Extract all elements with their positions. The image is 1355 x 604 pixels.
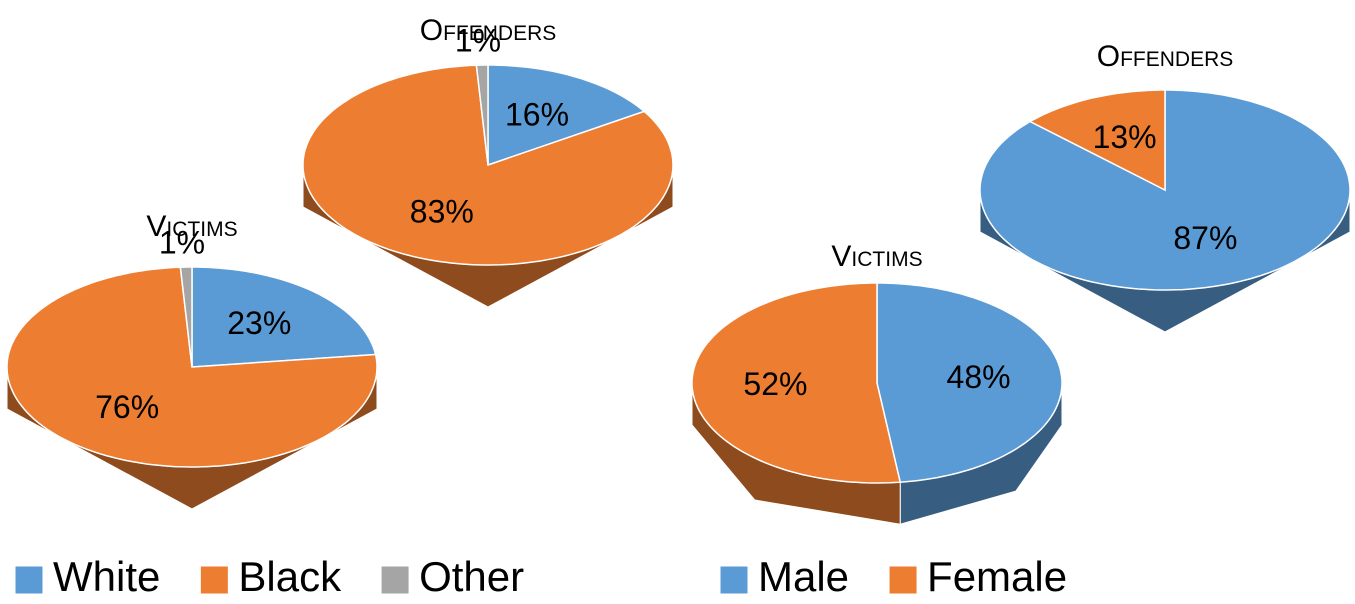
legend-label: Female [927,553,1067,600]
data-label: 1% [159,224,205,260]
legend-label: Black [238,553,342,600]
legend-swatch [888,565,918,595]
data-label: 16% [505,96,569,132]
chart-title: Offenders [420,14,557,47]
pie-slice [876,282,1063,483]
legend-swatch [719,565,749,595]
data-label: 52% [743,366,807,402]
pie-slice [179,266,193,368]
legend-label: White [53,553,160,600]
pie-slice [487,64,646,167]
data-label: 13% [1093,119,1157,155]
legend-swatch [380,565,410,595]
data-label: 1% [455,22,501,58]
chart-title: Victims [831,240,922,273]
data-label: 23% [227,305,291,341]
legend-label: Male [758,553,849,600]
chart-title: Victims [146,210,237,243]
data-label: 76% [95,389,159,425]
chart-title: Offenders [1097,40,1234,73]
data-label: 48% [947,359,1011,395]
pie-slice [302,64,674,266]
legend-swatch [14,565,44,595]
pie-slice [191,266,377,368]
data-label: 83% [410,193,474,229]
data-label: 87% [1173,220,1237,256]
pie-slice [6,266,378,468]
pie-slice [691,282,902,484]
legend-label: Other [419,553,524,600]
pie-slice [1028,89,1166,192]
legend-swatch [199,565,229,595]
pie-slice [475,64,489,166]
